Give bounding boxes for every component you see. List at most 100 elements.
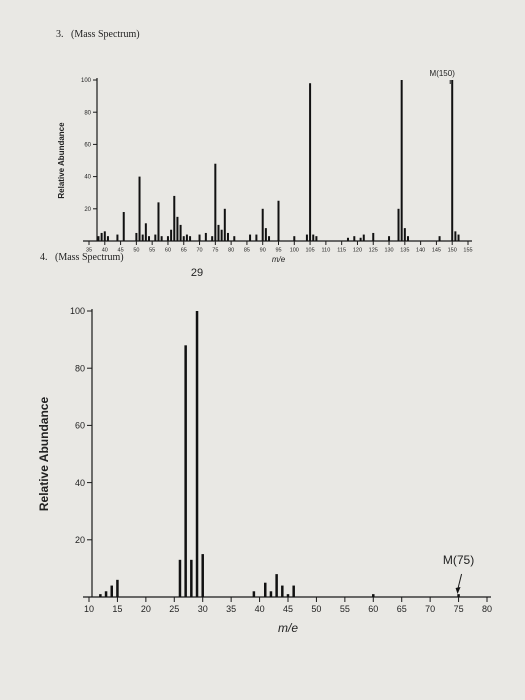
spectrum-bar [201,554,204,597]
m75-arrow-shaft [457,573,463,591]
x-tick-label: 145 [432,248,441,254]
y-tick-label: 80 [84,110,91,116]
m75-arrow-head [455,587,461,594]
spectrum-bar [204,232,207,241]
spectrum-bar [99,594,102,597]
spectrum-bar [148,236,151,241]
x-axis-title: m/e [272,255,286,264]
x-tick-label: 90 [260,248,266,254]
y-tick-label: 60 [84,143,91,149]
spectrum-bar [406,236,409,241]
y-tick-label: 40 [75,478,85,488]
spectrum-bar [116,234,119,241]
spectrum-bar [189,236,192,241]
spectrum-bar [223,208,226,241]
x-tick-label: 115 [337,248,346,254]
x-tick-label: 95 [275,248,281,254]
spectrum-bar [269,591,273,597]
spectrum-bar [264,228,267,241]
spectrum-bar [457,594,460,597]
question-3-label: 3. (Mass Spectrum) [56,29,140,40]
x-tick-label: 20 [141,604,151,614]
spectrum-bar [277,200,280,241]
x-tick-label: 80 [228,248,234,254]
spectrum-bar [261,208,264,241]
spectrum-bar [293,236,296,241]
spectrum-bar [400,80,403,241]
spectrum-bar [185,234,188,241]
spectrum-bar [292,585,295,597]
question-3-number: 3. [56,29,64,40]
x-tick-label: 125 [369,248,378,254]
question-4-heading: (Mass Spectrum) [55,252,124,263]
spectrum-bar [315,236,318,241]
spectrum-bar [403,228,406,241]
spectrum-bar [176,216,179,241]
y-axis-title: Relative Abundance [57,122,66,199]
spectrum-bar [182,236,185,241]
spectrum-bar [97,236,100,241]
x-tick-label: 40 [102,248,108,254]
y-tick-label: 40 [84,175,91,181]
spectrum-bar [100,232,103,241]
peak-annotation: M(75) [443,553,474,567]
question-4-label: 4. (Mass Spectrum) [40,252,124,263]
spectrum-bar [198,234,201,241]
spectrum-bar [110,585,113,597]
spectrum-bar [286,594,290,597]
spectrum-bar [372,594,375,597]
spectrum-bar [388,236,391,241]
question-3-heading: (Mass Spectrum) [71,29,140,40]
y-tick-label: 20 [84,207,91,213]
spectrum-bar [144,223,147,241]
x-tick-label: 25 [169,604,179,614]
peak-annotation: 29 [191,267,203,279]
x-tick-label: 65 [181,248,187,254]
spectrum-bar [154,234,157,241]
x-tick-label: 40 [255,604,265,614]
mass-spectrum-chart-1: 20 40 60 80 100 35 40 45 50 55 60 65 70 75 80 85 90 95 100… [57,69,473,264]
spectrum-bar [195,311,199,597]
x-tick-label: 30 [198,604,208,614]
y-tick-label: 100 [81,78,92,84]
x-tick-label: 120 [353,248,362,254]
spectrum-bar [135,232,138,241]
spectrum-bar [220,229,223,241]
x-tick-label: 15 [112,604,122,614]
spectrum-bar [275,574,278,597]
x-axis-title: m/e [278,621,298,635]
spectrum-bar [166,236,169,241]
x-tick-label: 140 [416,248,425,254]
spectrum-bar [346,237,349,241]
x-tick-label: 70 [196,248,202,254]
spectrum-bar [104,591,108,597]
x-tick-label: 35 [86,248,92,254]
spectrum-bar [116,579,119,597]
spectrum-bar [312,234,315,241]
spectrum-bar [157,202,160,241]
x-tick-label: 100 [290,248,299,254]
spectrum-bar [305,234,308,241]
spectrum-bar [178,559,182,597]
spectrum-bar [141,234,144,241]
spectrum-bar [179,224,182,241]
x-tick-label: 55 [340,604,350,614]
spectrum-bar [217,224,220,241]
x-tick-label: 10 [84,604,94,614]
spectrum-bar [281,585,284,597]
spectrum-bar [184,345,187,597]
x-tick-label: 150 [448,248,457,254]
x-tick-label: 75 [454,604,464,614]
x-tick-label: 35 [226,604,236,614]
x-tick-label: 155 [463,248,472,254]
y-tick-label: 80 [75,363,85,373]
spectrum-bar [249,234,252,241]
spectrum-bar [170,229,173,241]
spectrum-bar [226,232,229,241]
spectrum-bar [255,234,258,241]
spectrum-bar [211,236,214,241]
x-tick-label: 60 [368,604,378,614]
spectrum-bar [353,236,356,241]
spectrum-bar [160,236,163,241]
